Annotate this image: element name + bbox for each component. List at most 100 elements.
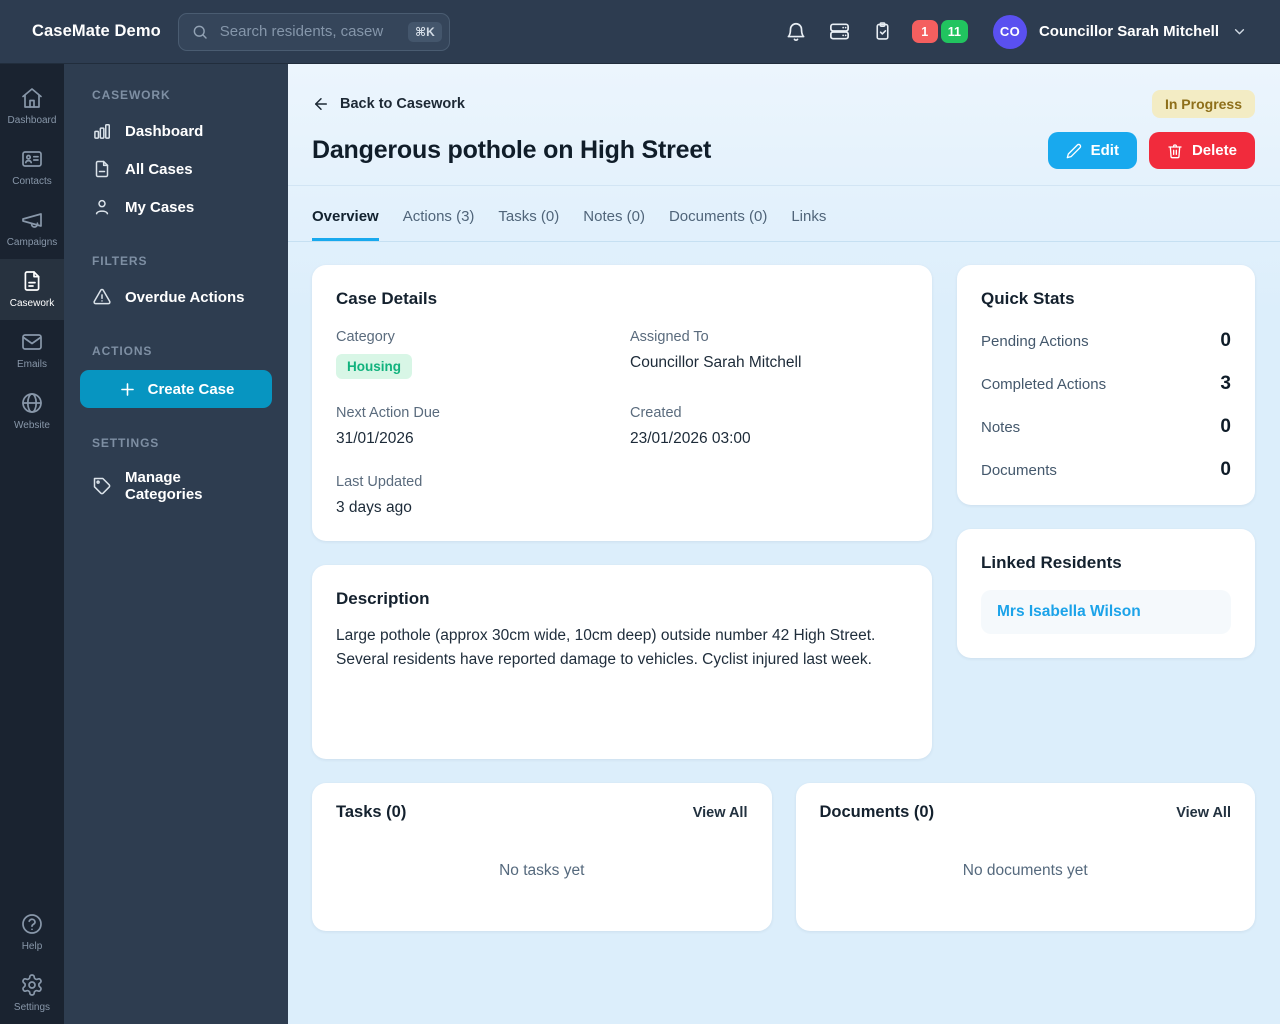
sidebar-heading-casework: CASEWORK bbox=[92, 88, 171, 102]
sidebar-heading-actions: ACTIONS bbox=[92, 344, 153, 358]
back-link[interactable]: Back to Casework bbox=[312, 95, 465, 113]
quick-stats-card: Quick Stats Pending Actions 0 Completed … bbox=[957, 265, 1255, 505]
field-last-updated: Last Updated 3 days ago bbox=[336, 474, 423, 516]
category-badge: Housing bbox=[336, 354, 412, 379]
avatar: CO bbox=[992, 14, 1027, 49]
notifications-button[interactable] bbox=[783, 19, 809, 45]
alert-triangle-icon bbox=[92, 287, 112, 307]
pencil-icon bbox=[1066, 143, 1082, 159]
description-body: Large pothole (approx 30cm wide, 10cm de… bbox=[336, 627, 876, 669]
tab-links[interactable]: Links bbox=[791, 208, 827, 225]
main-content: Back to Casework In Progress Dangerous p… bbox=[288, 64, 1280, 1024]
tab-overview[interactable]: Overview bbox=[312, 208, 379, 241]
file-icon bbox=[92, 159, 112, 179]
stat-completed-actions: Completed Actions 3 bbox=[981, 373, 1231, 394]
delete-button[interactable]: Delete bbox=[1148, 132, 1255, 169]
tab-documents[interactable]: Documents (0) bbox=[668, 208, 768, 225]
quick-stats-title: Quick Stats bbox=[981, 289, 1075, 308]
user-icon bbox=[92, 197, 112, 217]
sidebar-item-manage-categories[interactable]: Manage Categories bbox=[80, 460, 272, 512]
page-title: Dangerous pothole on High Street bbox=[312, 136, 712, 164]
description-card: Description Large pothole (approx 30cm w… bbox=[312, 565, 932, 759]
actions-summary-button[interactable] bbox=[870, 19, 895, 44]
envelope-icon bbox=[20, 330, 44, 354]
stat-documents: Documents 0 bbox=[981, 459, 1231, 480]
gear-icon bbox=[20, 973, 44, 997]
field-assigned-to: Assigned To Councillor Sarah Mitchell bbox=[630, 329, 802, 371]
overview-panel: Case Details Category Housing Assigned T… bbox=[288, 242, 1280, 1024]
rail-spacer bbox=[0, 442, 64, 902]
linked-residents-card: Linked Residents Mrs Isabella Wilson bbox=[957, 529, 1255, 658]
rail-item-emails[interactable]: Emails bbox=[0, 320, 64, 381]
app-title: CaseMate Demo bbox=[32, 22, 161, 40]
resident-link[interactable]: Mrs Isabella Wilson bbox=[981, 590, 1231, 634]
tasks-view-all-button[interactable]: View All bbox=[692, 804, 748, 821]
contacts-icon bbox=[20, 147, 44, 171]
sidebar-item-my-cases[interactable]: My Cases bbox=[80, 188, 272, 226]
rail-item-settings[interactable]: Settings bbox=[0, 963, 64, 1024]
sidebar-item-all-cases[interactable]: All Cases bbox=[80, 150, 272, 188]
topbar-actions: 1 11 CO Councillor Sarah Mitchell bbox=[783, 14, 1248, 49]
overdue-count-badge[interactable]: 1 bbox=[911, 20, 938, 43]
documents-view-all-button[interactable]: View All bbox=[1176, 804, 1231, 821]
rail-item-casework[interactable]: Casework bbox=[0, 259, 64, 320]
case-details-card: Case Details Category Housing Assigned T… bbox=[312, 265, 932, 541]
case-header: Back to Casework In Progress Dangerous p… bbox=[288, 64, 1280, 186]
tasks-card: Tasks (0) View All No tasks yet bbox=[312, 783, 772, 931]
documents-empty-state: No documents yet bbox=[962, 861, 1088, 879]
edit-button[interactable]: Edit bbox=[1047, 132, 1137, 169]
linked-residents-title: Linked Residents bbox=[981, 553, 1122, 572]
status-badge: In Progress bbox=[1151, 90, 1255, 118]
home-icon bbox=[20, 86, 44, 110]
megaphone-icon bbox=[20, 208, 44, 232]
stat-pending-actions: Pending Actions 0 bbox=[981, 330, 1231, 351]
system-status-button[interactable] bbox=[826, 18, 853, 45]
search-shortcut-badge: ⌘K bbox=[407, 21, 442, 42]
tab-actions[interactable]: Actions (3) bbox=[402, 208, 475, 225]
server-icon bbox=[828, 20, 851, 43]
rail-item-dashboard[interactable]: Dashboard bbox=[0, 76, 64, 137]
sidebar-heading-settings: SETTINGS bbox=[92, 436, 160, 450]
field-category: Category Housing bbox=[336, 329, 614, 379]
globe-icon bbox=[20, 391, 44, 415]
rail-item-contacts[interactable]: Contacts bbox=[0, 137, 64, 198]
rail-item-help[interactable]: Help bbox=[0, 902, 64, 963]
open-count-badge[interactable]: 11 bbox=[940, 20, 968, 43]
description-title: Description bbox=[336, 589, 430, 608]
rail-item-website[interactable]: Website bbox=[0, 381, 64, 442]
topbar: CaseMate Demo ⌘K bbox=[0, 0, 1280, 64]
tab-tasks[interactable]: Tasks (0) bbox=[498, 208, 560, 225]
help-icon bbox=[20, 912, 44, 936]
tab-bar: Overview Actions (3) Tasks (0) Notes (0)… bbox=[288, 186, 1280, 242]
user-menu[interactable]: CO Councillor Sarah Mitchell bbox=[992, 14, 1248, 49]
user-name: Councillor Sarah Mitchell bbox=[1038, 23, 1219, 40]
arrow-left-icon bbox=[312, 95, 330, 113]
rail-item-campaigns[interactable]: Campaigns bbox=[0, 198, 64, 259]
tasks-card-title: Tasks (0) bbox=[336, 803, 407, 821]
plus-icon bbox=[118, 380, 137, 399]
bell-icon bbox=[785, 21, 807, 43]
search-input[interactable] bbox=[217, 22, 399, 41]
icon-rail: Dashboard Contacts Campaigns Casework bbox=[0, 64, 64, 1024]
document-icon bbox=[20, 269, 44, 293]
sidebar-item-overdue-actions[interactable]: Overdue Actions bbox=[80, 278, 272, 316]
create-case-button[interactable]: Create Case bbox=[80, 370, 272, 408]
documents-card-title: Documents (0) bbox=[819, 803, 935, 821]
field-next-action-due: Next Action Due 31/01/2026 bbox=[336, 405, 440, 447]
sidebar: CASEWORK Dashboard All Cases My Cases F bbox=[64, 64, 288, 1024]
clipboard-check-icon bbox=[872, 21, 893, 42]
tag-icon bbox=[92, 476, 112, 496]
sidebar-heading-filters: FILTERS bbox=[92, 254, 148, 268]
documents-card: Documents (0) View All No documents yet bbox=[795, 783, 1255, 931]
chevron-down-icon bbox=[1231, 23, 1248, 40]
bar-chart-icon bbox=[92, 121, 112, 141]
search-icon bbox=[191, 23, 209, 41]
field-created: Created 23/01/2026 03:00 bbox=[630, 405, 751, 447]
sidebar-item-dashboard[interactable]: Dashboard bbox=[80, 112, 272, 150]
case-details-title: Case Details bbox=[336, 289, 438, 308]
global-search[interactable]: ⌘K bbox=[177, 12, 450, 51]
tab-notes[interactable]: Notes (0) bbox=[583, 208, 645, 225]
stat-notes: Notes 0 bbox=[981, 416, 1231, 437]
tasks-empty-state: No tasks yet bbox=[499, 861, 585, 879]
